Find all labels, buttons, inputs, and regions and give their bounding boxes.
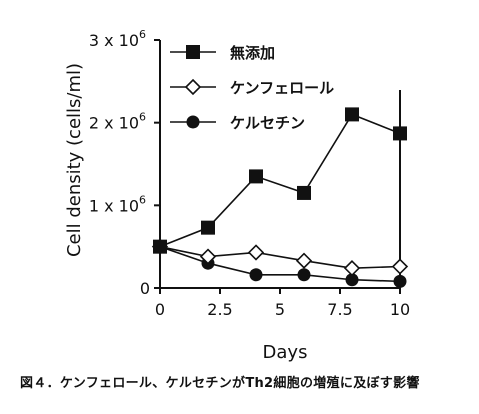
y-tick-label: 3 x 106 <box>89 28 146 50</box>
data-point <box>393 274 407 288</box>
y-tick-label: 2 x 106 <box>89 111 146 133</box>
data-point <box>247 244 265 261</box>
data-point <box>297 268 311 282</box>
legend-label: ケルセチン <box>230 114 305 132</box>
y-tick-label: 1 x 106 <box>89 193 146 215</box>
y-axis-title: Cell density (cells/ml) <box>64 63 85 257</box>
data-point <box>343 260 361 277</box>
axes <box>159 40 401 289</box>
x-tick-label: 10 <box>390 300 410 319</box>
x-tick-label: 7.5 <box>327 300 352 319</box>
x-ticks: 0 2.5 5 7.5 10 <box>155 288 410 319</box>
x-axis-title: Days <box>263 342 308 363</box>
legend-marker <box>184 78 202 96</box>
series-line-2 <box>159 245 401 269</box>
legend-marker <box>186 115 200 129</box>
series-lines <box>159 113 401 283</box>
legend-marker <box>186 45 200 59</box>
x-tick-label: 0 <box>155 300 165 319</box>
legend-label: ケンフェロール <box>230 79 334 97</box>
data-point <box>345 273 359 287</box>
data-point <box>393 126 407 141</box>
data-point <box>199 248 217 265</box>
data-point <box>295 252 313 269</box>
data-point <box>249 169 263 184</box>
data-point <box>153 239 167 254</box>
series-markers <box>151 107 409 288</box>
x-tick-label: 5 <box>275 300 285 319</box>
data-point <box>391 258 409 275</box>
x-tick-label: 2.5 <box>207 300 232 319</box>
y-tick-label: 0 <box>140 279 150 298</box>
data-point <box>249 268 263 282</box>
data-point <box>345 107 359 122</box>
series-line-3 <box>159 245 401 283</box>
y-ticks: 0 1 x 106 2 x 106 3 x 106 <box>89 28 160 298</box>
data-point <box>201 220 215 235</box>
series-line-1 <box>159 113 401 248</box>
figure-caption: 図４．ケンフェロール、ケルセチンがTh2細胞の増殖に及ぼす影響 <box>20 376 420 391</box>
data-point <box>297 185 311 200</box>
legend-label: 無添加 <box>230 44 275 62</box>
